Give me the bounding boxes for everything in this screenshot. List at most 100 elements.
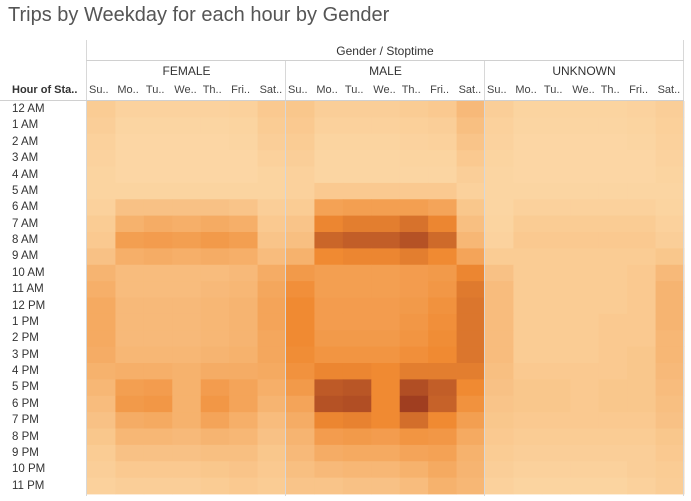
- heatmap-cell-male-6pm-1: [314, 396, 343, 413]
- heatmap-cell-male-5pm-6: [457, 379, 486, 396]
- heatmap-cell-unknown-7am-6: [656, 216, 685, 233]
- heatmap-cell-unknown-10pm-0: [485, 461, 514, 478]
- heatmap-cell-unknown-9pm-2: [542, 445, 571, 462]
- heatmap-cell-male-3am-2: [343, 150, 372, 167]
- heatmap-cell-male-4am-0: [286, 167, 315, 184]
- heatmap-cell-female-12am-1: [115, 101, 144, 118]
- heatmap-cell-female-1am-0: [87, 117, 116, 134]
- heatmap-cell-unknown-7pm-0: [485, 412, 514, 429]
- heatmap-cell-unknown-2pm-3: [570, 330, 599, 347]
- heatmap-cell-male-4pm-0: [286, 363, 315, 380]
- heatmap-cell-unknown-7am-5: [627, 216, 656, 233]
- heatmap-cell-unknown-9am-4: [599, 248, 628, 265]
- heatmap-cell-male-1pm-3: [371, 314, 400, 331]
- divider-header: [86, 60, 684, 61]
- heatmap-cell-male-3am-6: [457, 150, 486, 167]
- heatmap-cell-female-8am-2: [144, 232, 173, 249]
- heatmap-cell-male-5am-5: [428, 183, 457, 200]
- heatmap-cell-unknown-1am-4: [599, 117, 628, 134]
- heatmap-cell-female-6pm-4: [201, 396, 230, 413]
- heatmap-cell-male-1pm-0: [286, 314, 315, 331]
- heatmap-cell-female-2pm-4: [201, 330, 230, 347]
- heatmap-cell-male-6pm-6: [457, 396, 486, 413]
- heatmap-cell-female-4am-3: [172, 167, 201, 184]
- heatmap-cell-male-4am-5: [428, 167, 457, 184]
- heatmap-cell-female-10am-2: [144, 265, 173, 282]
- heatmap-cell-unknown-6am-0: [485, 199, 514, 216]
- heatmap-cell-unknown-2am-0: [485, 134, 514, 151]
- heatmap-cell-unknown-3pm-1: [513, 347, 542, 364]
- heatmap-cell-female-3pm-4: [201, 347, 230, 364]
- heatmap-cell-female-10am-0: [87, 265, 116, 282]
- heatmap-cell-female-5pm-2: [144, 379, 173, 396]
- heatmap-cell-unknown-9am-2: [542, 248, 571, 265]
- heatmap-cell-female-8am-5: [229, 232, 258, 249]
- heatmap-cell-unknown-5am-1: [513, 183, 542, 200]
- heatmap-cell-male-8pm-3: [371, 429, 400, 446]
- heatmap-cell-male-2am-2: [343, 134, 372, 151]
- heatmap-cell-unknown-10am-5: [627, 265, 656, 282]
- heatmap-cell-female-2am-5: [229, 134, 258, 151]
- heatmap-cell-unknown-6am-6: [656, 199, 685, 216]
- heatmap-cell-female-7pm-3: [172, 412, 201, 429]
- heatmap-cell-male-1pm-1: [314, 314, 343, 331]
- heatmap-cell-male-1am-6: [457, 117, 486, 134]
- heatmap-cell-female-11pm-6: [258, 478, 287, 495]
- heatmap-cell-unknown-7am-0: [485, 216, 514, 233]
- heatmap-cell-female-1am-1: [115, 117, 144, 134]
- heatmap-cell-male-6am-1: [314, 199, 343, 216]
- heatmap-cell-female-5am-1: [115, 183, 144, 200]
- heatmap-cell-female-12pm-2: [144, 298, 173, 315]
- heatmap-cell-male-3pm-1: [314, 347, 343, 364]
- heatmap-cell-female-5pm-5: [229, 379, 258, 396]
- heatmap-cell-male-12pm-4: [400, 298, 429, 315]
- heatmap-cell-unknown-6pm-1: [513, 396, 542, 413]
- heatmap-cell-female-4pm-1: [115, 363, 144, 380]
- heatmap-cell-male-6am-4: [400, 199, 429, 216]
- heatmap-cell-male-2am-3: [371, 134, 400, 151]
- heatmap-cell-unknown-5pm-2: [542, 379, 571, 396]
- heatmap-cell-unknown-6pm-2: [542, 396, 571, 413]
- heatmap-cell-female-10am-4: [201, 265, 230, 282]
- heatmap-cell-unknown-7pm-2: [542, 412, 571, 429]
- heatmap-cell-female-12pm-4: [201, 298, 230, 315]
- heatmap-cell-male-7am-6: [457, 216, 486, 233]
- heatmap-cell-female-7am-0: [87, 216, 116, 233]
- heatmap-cell-female-8pm-1: [115, 429, 144, 446]
- heatmap-cell-unknown-4am-5: [627, 167, 656, 184]
- heatmap-cell-unknown-9pm-3: [570, 445, 599, 462]
- heatmap-cell-female-8am-6: [258, 232, 287, 249]
- heatmap-cell-unknown-7pm-1: [513, 412, 542, 429]
- heatmap-cell-unknown-1am-0: [485, 117, 514, 134]
- heatmap-cell-female-7am-6: [258, 216, 287, 233]
- heatmap-cell-male-8pm-6: [457, 429, 486, 446]
- heatmap-cell-unknown-2am-3: [570, 134, 599, 151]
- heatmap-cell-male-3pm-0: [286, 347, 315, 364]
- heatmap-cell-unknown-1pm-4: [599, 314, 628, 331]
- heatmap-cell-unknown-7am-2: [542, 216, 571, 233]
- heatmap-cell-male-10am-3: [371, 265, 400, 282]
- heatmap-cell-female-9am-4: [201, 248, 230, 265]
- heatmap-cell-male-5am-4: [400, 183, 429, 200]
- heatmap-cell-female-6am-1: [115, 199, 144, 216]
- heatmap-cell-female-8pm-0: [87, 429, 116, 446]
- heatmap-cell-unknown-3pm-0: [485, 347, 514, 364]
- heatmap-cell-male-11pm-4: [400, 478, 429, 495]
- heatmap-cell-female-11pm-4: [201, 478, 230, 495]
- heatmap-cell-male-12pm-2: [343, 298, 372, 315]
- heatmap-cell-female-5am-6: [258, 183, 287, 200]
- heatmap-cell-unknown-2pm-1: [513, 330, 542, 347]
- heatmap-cell-female-2am-6: [258, 134, 287, 151]
- heatmap-cell-male-9pm-2: [343, 445, 372, 462]
- heatmap-cell-male-9am-3: [371, 248, 400, 265]
- heatmap-cell-female-1am-2: [144, 117, 173, 134]
- heatmap-cell-male-6am-0: [286, 199, 315, 216]
- heatmap-cell-unknown-9am-1: [513, 248, 542, 265]
- heatmap-cell-male-7am-3: [371, 216, 400, 233]
- heatmap-cell-female-2am-1: [115, 134, 144, 151]
- heatmap-cell-male-3am-4: [400, 150, 429, 167]
- heatmap-cell-unknown-11pm-4: [599, 478, 628, 495]
- heatmap-cell-male-12pm-3: [371, 298, 400, 315]
- heatmap-cell-unknown-11am-2: [542, 281, 571, 298]
- heatmap-cell-unknown-4pm-2: [542, 363, 571, 380]
